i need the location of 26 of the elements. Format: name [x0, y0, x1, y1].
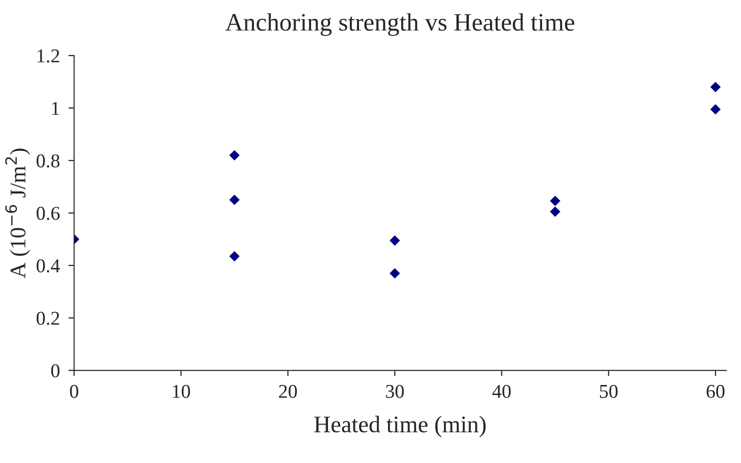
x-tick-label: 30	[386, 384, 404, 398]
y-axis-title: A (10$^{−6}$ J/m$^{2}$)	[5, 148, 30, 278]
point	[229, 194, 240, 206]
y-tick-label: 0.8	[36, 154, 60, 168]
x-tick-label: 60	[706, 384, 724, 398]
x-axis-title: Heated time (min)	[314, 416, 486, 438]
point	[710, 104, 721, 115]
x-tick-label: 20	[279, 384, 297, 398]
point	[710, 82, 721, 92]
y-tick-label: 0.2	[36, 312, 60, 325]
y-tick-label: 0.4	[36, 259, 60, 272]
x-tick-label: 50	[600, 384, 618, 398]
x-tick-label: 40	[492, 384, 511, 398]
y-tick-label: 1	[52, 102, 60, 115]
point	[229, 251, 240, 262]
point	[390, 235, 400, 246]
x-tick-label: 0	[70, 384, 78, 398]
point	[550, 206, 560, 217]
point	[550, 196, 560, 206]
y-tick-label: 0.6	[36, 206, 60, 220]
y-tick-label: 0	[51, 364, 60, 378]
chart-title: Anchoring strength vs Heated time	[225, 13, 574, 36]
point	[229, 150, 240, 160]
x-tick-label: 10	[172, 384, 190, 398]
point	[390, 268, 400, 279]
y-tick-label: 1.2	[38, 49, 60, 63]
